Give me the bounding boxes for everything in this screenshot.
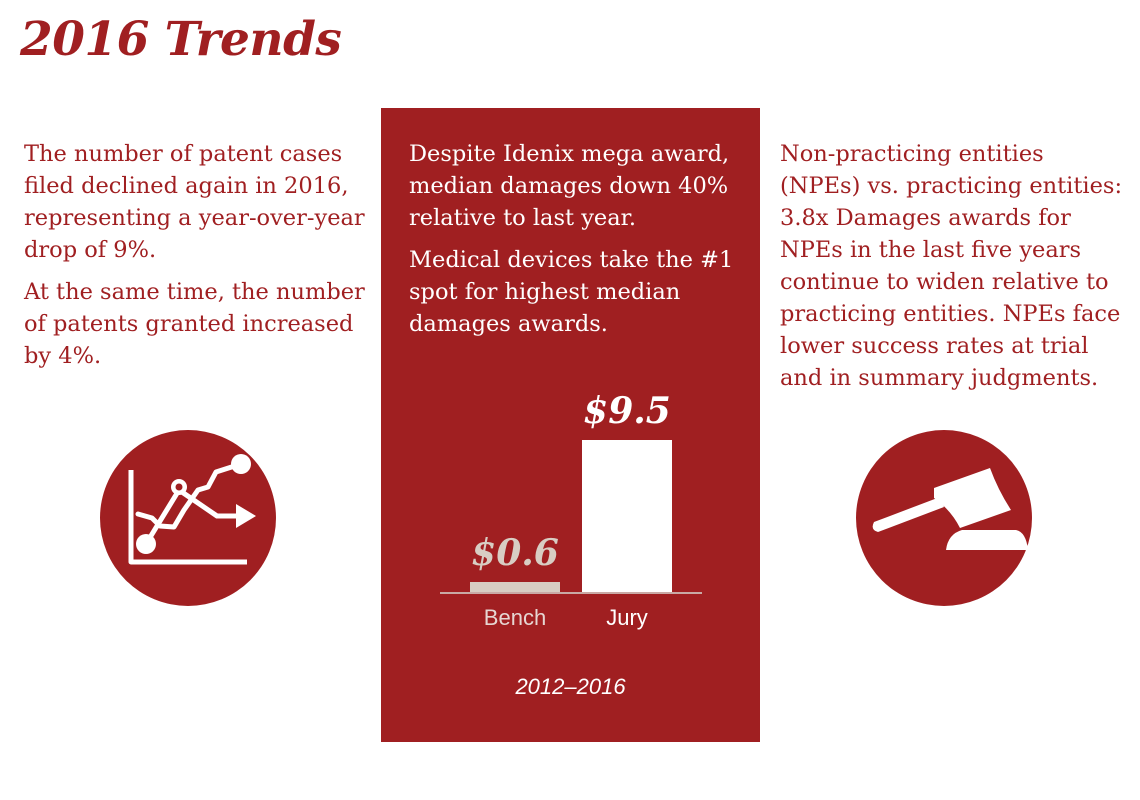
center-text: Despite Idenix mega award, median damage… — [409, 138, 749, 350]
median-damages-text: Despite Idenix mega award, median damage… — [409, 141, 730, 231]
gavel-icon — [856, 430, 1032, 606]
category-label-bench: Bench — [483, 605, 547, 630]
chart-period-label: 2012–2016 — [515, 674, 626, 699]
cases-filed-text: The number of patent cases filed decline… — [24, 141, 365, 263]
value-label-jury: $9.5 — [583, 390, 671, 432]
npe-text: Non-practicing entities (NPEs) vs. pract… — [780, 141, 1123, 391]
right-column: Non-practicing entities (NPEs) vs. pract… — [780, 138, 1125, 404]
chart-baseline — [440, 592, 702, 594]
bar-jury — [582, 440, 672, 592]
bar-bench — [470, 582, 560, 592]
medical-devices-text: Medical devices take the #1 spot for hig… — [409, 247, 734, 337]
left-column: The number of patent cases filed decline… — [24, 138, 374, 382]
damages-panel: Despite Idenix mega award, median damage… — [381, 108, 760, 742]
trend-chart-icon — [100, 430, 276, 606]
category-label-jury: Jury — [606, 605, 648, 630]
patents-granted-text: At the same time, the number of patents … — [24, 279, 365, 369]
page-title: 2016 Trends — [20, 12, 342, 67]
value-label-bench: $0.6 — [471, 532, 559, 575]
